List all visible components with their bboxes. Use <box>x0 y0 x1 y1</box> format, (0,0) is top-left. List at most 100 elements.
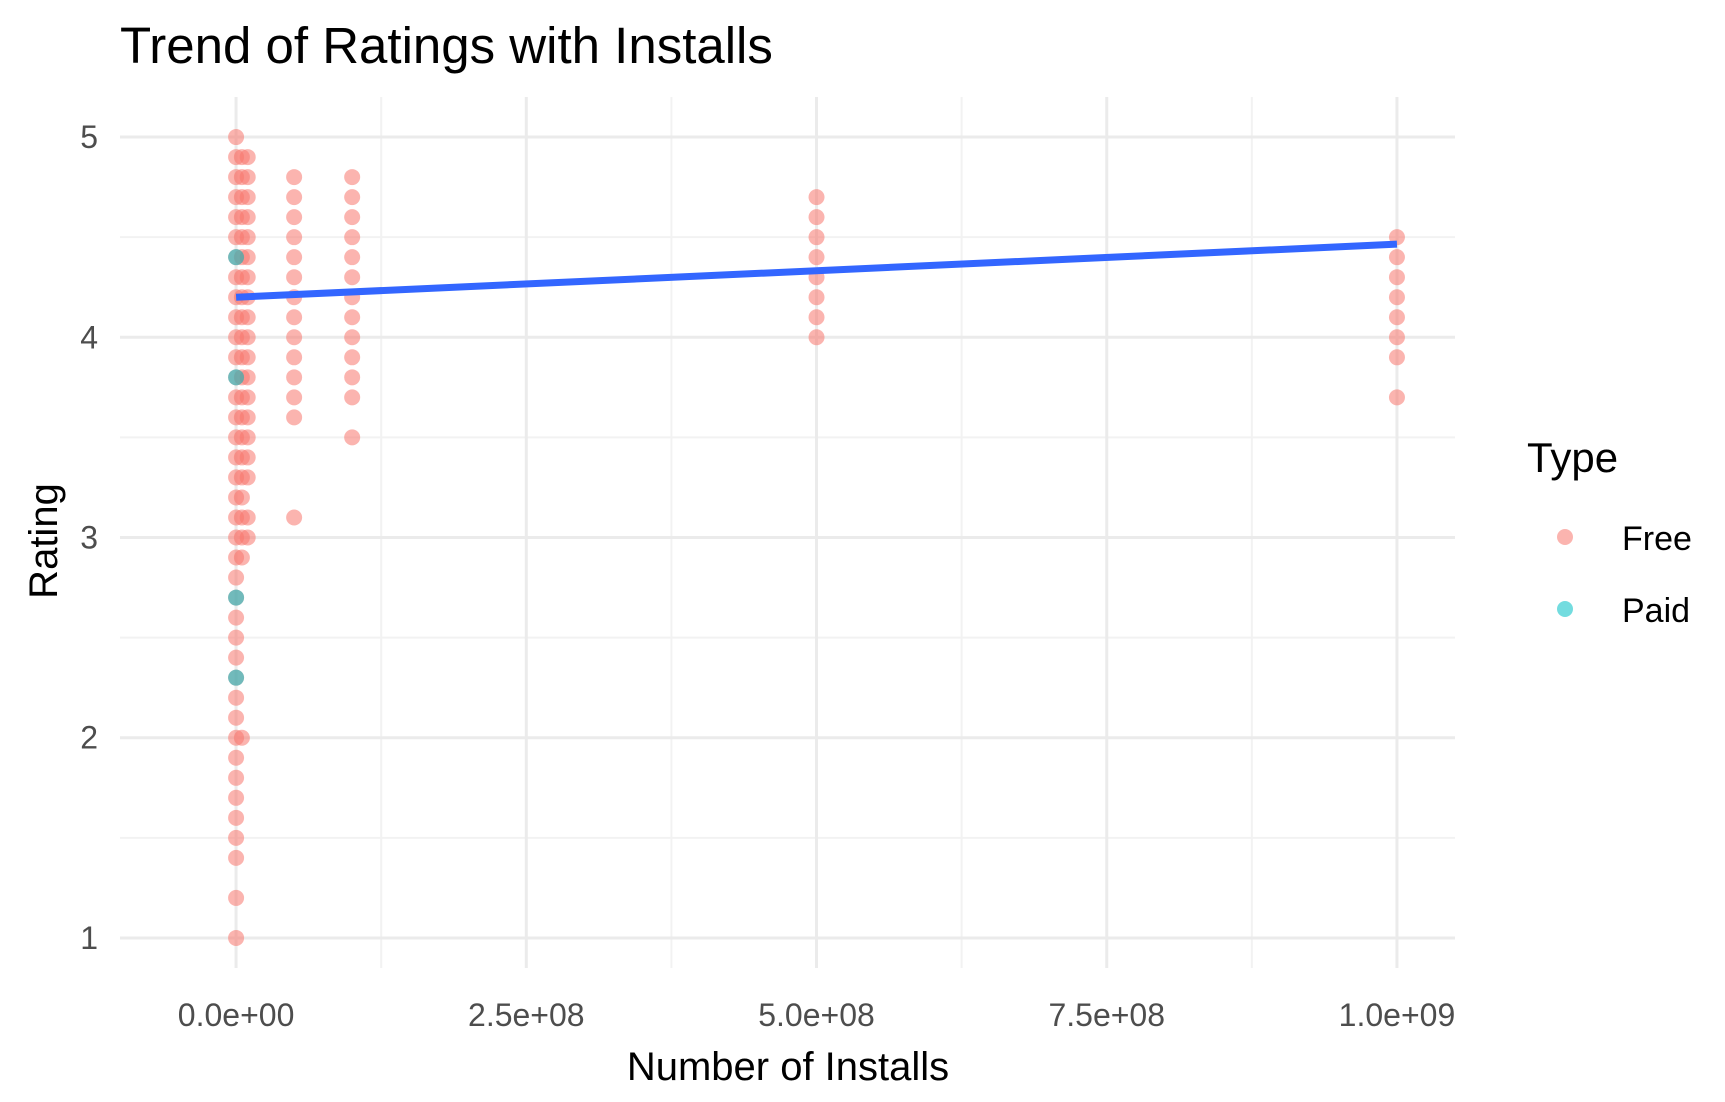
data-point-free <box>239 429 256 446</box>
data-point-free <box>286 269 303 286</box>
data-point-free <box>239 149 256 166</box>
data-point-free <box>228 569 245 586</box>
data-point-free <box>239 369 256 386</box>
data-point-paid <box>228 589 245 606</box>
x-tick-label: 5.0e+08 <box>758 997 875 1033</box>
data-point-free <box>286 209 303 226</box>
data-point-free <box>1388 269 1405 286</box>
data-point-free <box>233 729 250 746</box>
data-points <box>228 129 1405 946</box>
data-point-free <box>286 229 303 246</box>
data-point-free <box>808 289 825 306</box>
data-point-paid <box>228 669 245 686</box>
grid <box>120 97 1455 968</box>
data-point-free <box>808 189 825 206</box>
data-point-free <box>228 929 245 946</box>
data-point-free <box>344 349 361 366</box>
data-point-free <box>286 349 303 366</box>
data-point-free <box>228 689 245 706</box>
legend-key-paid <box>1557 601 1573 617</box>
data-point-free <box>228 849 245 866</box>
data-point-free <box>239 269 256 286</box>
data-point-free <box>228 709 245 726</box>
y-tick-label: 3 <box>80 520 98 556</box>
data-point-free <box>239 529 256 546</box>
data-point-free <box>239 349 256 366</box>
data-point-free <box>1388 249 1405 266</box>
x-tick-label: 2.5e+08 <box>468 997 585 1033</box>
data-point-paid <box>228 369 245 386</box>
data-point-free <box>344 369 361 386</box>
data-point-free <box>228 609 245 626</box>
data-point-free <box>239 329 256 346</box>
data-point-free <box>239 389 256 406</box>
data-point-free <box>286 309 303 326</box>
y-tick-label: 1 <box>80 920 98 956</box>
data-point-free <box>239 509 256 526</box>
data-point-free <box>344 189 361 206</box>
data-point-free <box>239 169 256 186</box>
data-point-free <box>228 629 245 646</box>
data-point-paid <box>228 249 245 266</box>
data-point-free <box>344 269 361 286</box>
data-point-free <box>344 389 361 406</box>
data-point-free <box>228 789 245 806</box>
data-point-free <box>808 309 825 326</box>
y-tick-label: 5 <box>80 119 98 155</box>
data-point-free <box>228 889 245 906</box>
data-point-free <box>286 409 303 426</box>
data-point-free <box>344 229 361 246</box>
x-axis-title: Number of Installs <box>627 1045 949 1089</box>
data-point-free <box>808 229 825 246</box>
tick-labels: 0.0e+00 2.5e+08 5.0e+08 7.5e+08 1.0e+09 1 2 3 4 5 <box>80 119 1455 1033</box>
data-point-free <box>286 189 303 206</box>
data-point-free <box>239 209 256 226</box>
data-point-free <box>228 829 245 846</box>
data-point-free <box>808 329 825 346</box>
legend-key-free <box>1557 529 1573 545</box>
data-point-free <box>286 509 303 526</box>
data-point-free <box>239 409 256 426</box>
x-tick-label: 0.0e+00 <box>178 997 295 1033</box>
data-point-free <box>1388 349 1405 366</box>
legend-title: Type <box>1527 434 1618 481</box>
data-point-free <box>239 469 256 486</box>
y-tick-label: 2 <box>80 720 98 756</box>
x-tick-label: 1.0e+09 <box>1339 997 1456 1033</box>
data-point-free <box>228 769 245 786</box>
data-point-free <box>286 369 303 386</box>
data-point-free <box>1388 329 1405 346</box>
data-point-free <box>239 229 256 246</box>
data-point-free <box>239 249 256 266</box>
data-point-free <box>344 249 361 266</box>
data-point-free <box>239 309 256 326</box>
data-point-free <box>1388 389 1405 406</box>
data-point-free <box>344 429 361 446</box>
data-point-free <box>233 489 250 506</box>
data-point-free <box>1388 309 1405 326</box>
data-point-free <box>239 449 256 466</box>
data-point-free <box>228 749 245 766</box>
data-point-free <box>286 249 303 266</box>
data-point-free <box>344 169 361 186</box>
data-point-free <box>239 189 256 206</box>
legend-label-paid: Paid <box>1622 592 1690 630</box>
legend: Type Free Paid <box>1527 434 1692 630</box>
data-point-free <box>344 209 361 226</box>
legend-label-free: Free <box>1622 520 1692 558</box>
x-tick-label: 7.5e+08 <box>1048 997 1165 1033</box>
data-point-free <box>286 329 303 346</box>
data-point-free <box>344 309 361 326</box>
y-tick-label: 4 <box>80 319 98 355</box>
data-point-free <box>1388 289 1405 306</box>
data-point-free <box>228 809 245 826</box>
data-point-free <box>344 329 361 346</box>
data-point-free <box>286 389 303 406</box>
data-point-free <box>233 549 250 566</box>
data-point-free <box>286 169 303 186</box>
trend-line <box>235 240 1398 301</box>
chart-title: Trend of Ratings with Installs <box>120 17 773 74</box>
data-point-free <box>808 209 825 226</box>
